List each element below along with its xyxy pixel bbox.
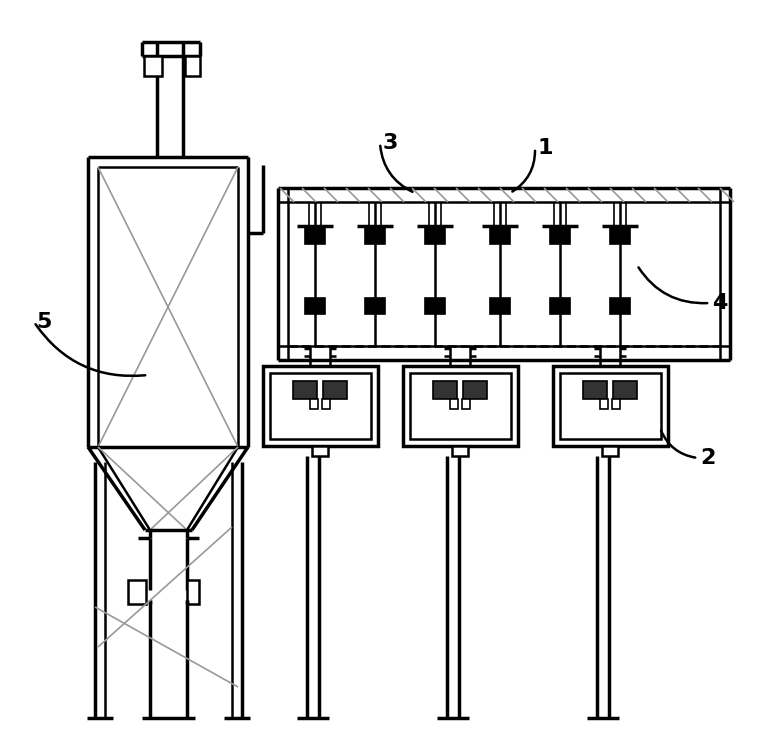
Bar	[410, 373, 511, 439]
Bar	[550, 228, 570, 244]
Bar	[490, 298, 510, 314]
Bar	[144, 56, 162, 76]
Bar	[433, 381, 457, 399]
Bar	[425, 298, 445, 314]
Bar	[185, 56, 200, 76]
Bar	[452, 446, 468, 456]
Bar	[270, 373, 371, 439]
Bar	[462, 399, 470, 409]
Bar	[305, 228, 325, 244]
Text: 4: 4	[712, 293, 728, 313]
Bar	[583, 381, 607, 399]
Bar	[425, 228, 445, 244]
Text: 3: 3	[382, 133, 398, 153]
Bar	[365, 228, 385, 244]
Text: 1: 1	[537, 138, 553, 158]
Bar	[610, 298, 630, 314]
Bar	[293, 381, 317, 399]
Bar	[610, 228, 630, 244]
Bar	[553, 366, 668, 446]
Bar	[187, 580, 199, 604]
Bar	[490, 228, 510, 244]
Bar	[612, 399, 620, 409]
Bar	[550, 298, 570, 314]
Text: 5: 5	[36, 312, 51, 332]
Bar	[312, 446, 328, 456]
Bar	[305, 298, 325, 314]
Bar	[263, 366, 378, 446]
Bar	[323, 381, 347, 399]
Text: 2: 2	[700, 448, 715, 468]
Bar	[450, 399, 458, 409]
Bar	[600, 399, 608, 409]
Bar	[463, 381, 487, 399]
Bar	[310, 399, 318, 409]
Bar	[365, 298, 385, 314]
Bar	[403, 366, 518, 446]
Bar	[613, 381, 637, 399]
Bar	[322, 399, 330, 409]
Bar	[128, 580, 146, 604]
Bar	[560, 373, 661, 439]
Bar	[602, 446, 618, 456]
